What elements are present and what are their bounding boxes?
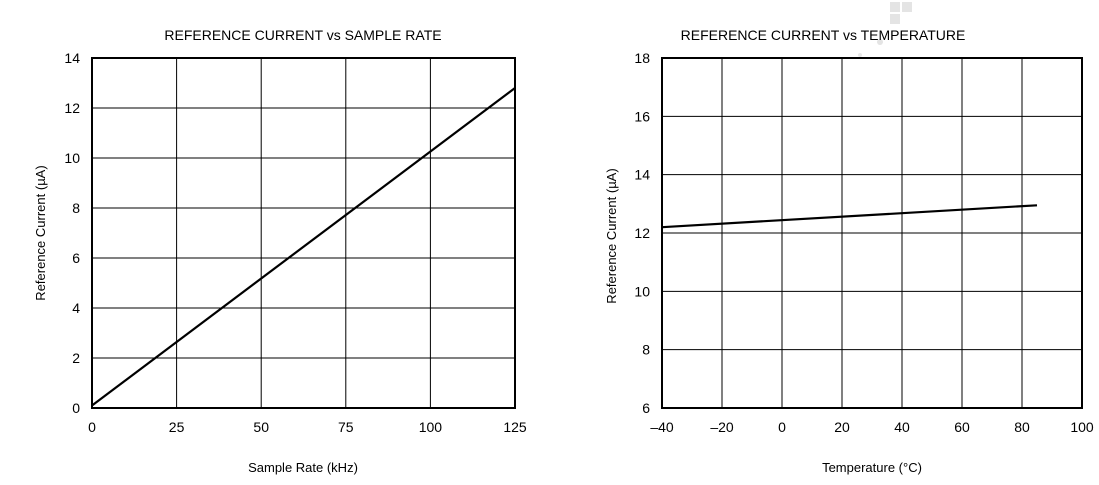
- x-tick-label: –20: [710, 419, 734, 435]
- series-lines: [91, 87, 516, 407]
- y-tick-label: 4: [72, 300, 80, 316]
- x-axis-label: Sample Rate (kHz): [248, 460, 358, 475]
- y-tick-labels: 6 8 10 12 14 16 18: [634, 50, 650, 416]
- series-line: [661, 204, 1038, 229]
- y-tick-label: 10: [64, 150, 80, 166]
- watermark-graphic: [858, 2, 912, 57]
- x-tick-label: 0: [88, 419, 96, 435]
- series-lines: [661, 204, 1038, 229]
- grid-lines: [92, 58, 515, 408]
- temperature-chart: REFERENCE CURRENT vs TEMPERATURE –40 –20 0…: [604, 27, 1094, 475]
- y-tick-labels: 0 2 4 6 8 10 12 14: [64, 50, 80, 416]
- x-tick-label: 75: [338, 419, 354, 435]
- x-tick-label: 0: [778, 419, 786, 435]
- x-tick-labels: –40 –20 0 20 40 60 80 100: [650, 419, 1094, 435]
- y-tick-label: 12: [634, 225, 650, 241]
- y-tick-label: 14: [634, 167, 650, 183]
- sample-rate-chart: REFERENCE CURRENT vs SAMPLE RATE 0 25 50 75…: [33, 27, 527, 475]
- plot-frame: [661, 57, 1083, 409]
- y-tick-label: 16: [634, 108, 650, 124]
- x-tick-label: 100: [419, 419, 443, 435]
- x-tick-label: 25: [169, 419, 185, 435]
- y-axis-label: Reference Current (µA): [33, 165, 48, 300]
- y-tick-label: 12: [64, 100, 80, 116]
- y-tick-label: 6: [72, 250, 80, 266]
- x-axis-label: Temperature (°C): [822, 460, 922, 475]
- x-tick-label: 20: [834, 419, 850, 435]
- x-tick-label: –40: [650, 419, 674, 435]
- y-tick-label: 8: [72, 200, 80, 216]
- plot-frame: [91, 57, 516, 409]
- x-tick-label: 50: [253, 419, 269, 435]
- series-line: [91, 87, 516, 407]
- y-tick-label: 18: [634, 50, 650, 66]
- x-tick-label: 40: [894, 419, 910, 435]
- y-tick-label: 8: [642, 342, 650, 358]
- grid-lines: [662, 58, 1082, 408]
- y-tick-label: 0: [72, 400, 80, 416]
- y-tick-label: 2: [72, 350, 80, 366]
- x-tick-labels: 0 25 50 75 100 125: [88, 419, 527, 435]
- y-tick-label: 10: [634, 283, 650, 299]
- x-tick-label: 100: [1070, 419, 1094, 435]
- y-tick-label: 6: [642, 400, 650, 416]
- x-tick-label: 80: [1014, 419, 1030, 435]
- y-axis-label: Reference Current (µA): [604, 168, 619, 303]
- chart-title: REFERENCE CURRENT vs TEMPERATURE: [681, 27, 966, 43]
- x-tick-label: 125: [503, 419, 527, 435]
- x-tick-label: 60: [954, 419, 970, 435]
- chart-title: REFERENCE CURRENT vs SAMPLE RATE: [164, 27, 441, 43]
- y-tick-label: 14: [64, 50, 80, 66]
